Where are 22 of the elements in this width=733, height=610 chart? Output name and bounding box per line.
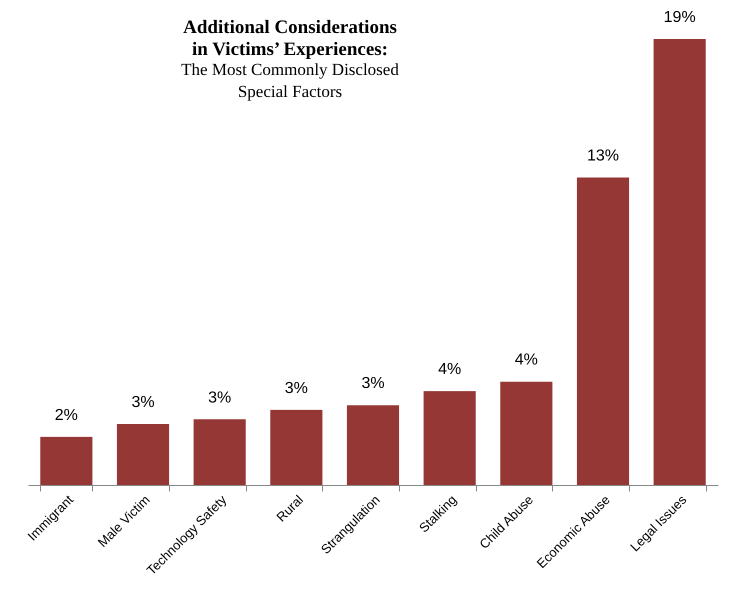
data-label: 2% — [54, 406, 78, 424]
text: Special Factors — [238, 82, 342, 101]
bar — [346, 405, 400, 485]
bar — [40, 436, 92, 485]
data-label: 3% — [361, 375, 385, 392]
data-label: 3% — [208, 389, 232, 406]
bar — [654, 39, 706, 485]
data-label: 3% — [131, 394, 155, 411]
data-label: 13% — [586, 147, 620, 164]
bar — [194, 419, 246, 485]
data-label: 4% — [514, 352, 538, 369]
text: The Most Commonly Disclosed — [181, 60, 399, 79]
data-label: 4% — [438, 361, 462, 378]
bar — [500, 382, 552, 485]
bar — [424, 391, 476, 485]
bar — [116, 424, 170, 485]
data-label: 19% — [664, 9, 696, 26]
text: Additional Considerations — [183, 17, 397, 38]
bar — [270, 410, 322, 485]
bar — [576, 177, 630, 485]
text: in Victims’ Experiences: — [192, 39, 388, 60]
data-label: 3% — [284, 380, 308, 397]
